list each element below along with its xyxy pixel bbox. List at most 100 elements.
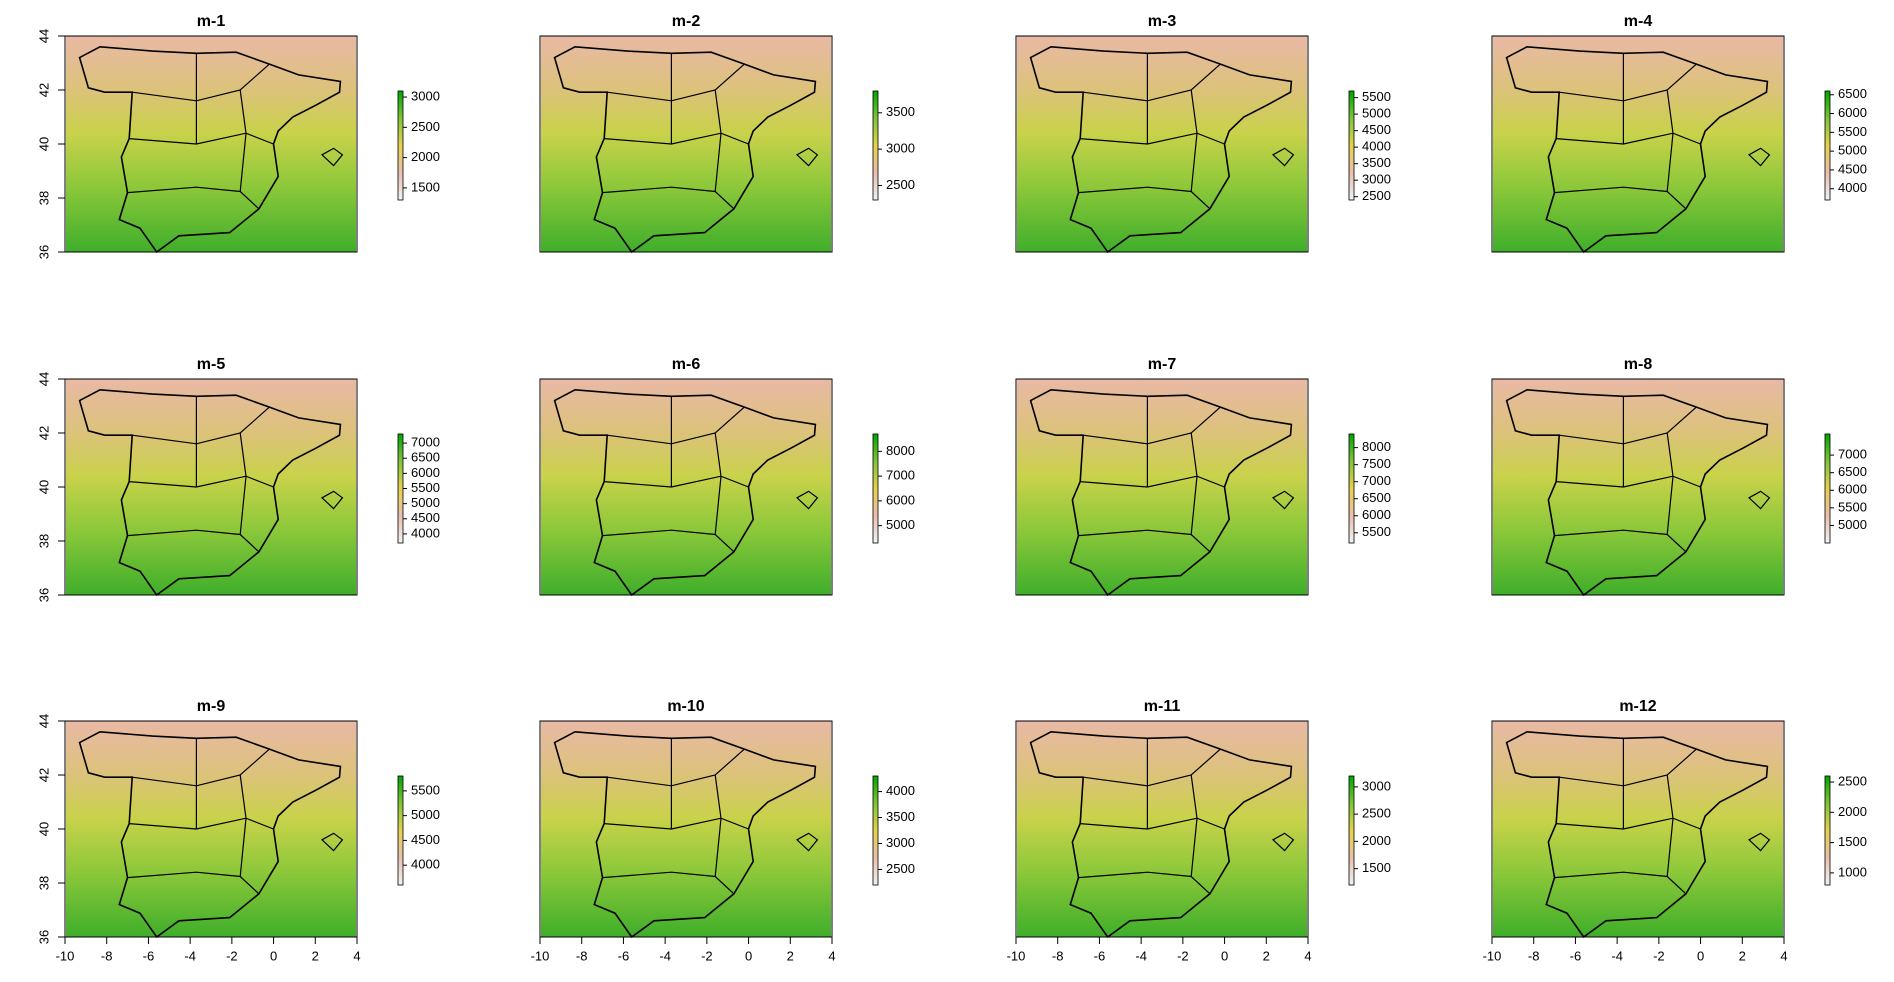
colorbar-tick-label: 6000 <box>411 465 440 480</box>
colorbar-tick-label: 5500 <box>411 480 440 495</box>
raster <box>66 36 356 252</box>
colorbar-tick-label: 5500 <box>1838 499 1867 514</box>
y-tick-label: 38 <box>36 191 51 205</box>
x-tick-label: -2 <box>1177 948 1189 963</box>
colorbar-tick-label: 2000 <box>411 149 440 164</box>
colorbar-tick-label: 1500 <box>411 179 440 194</box>
colorbar-tick-label: 5500 <box>1362 89 1391 104</box>
x-tick-label: 4 <box>828 948 835 963</box>
panel: m-850005500600065007000 <box>1492 356 1867 595</box>
x-tick-label: -6 <box>1094 948 1106 963</box>
panel: m-11-10-8-6-4-20241500200025003000 <box>1007 698 1391 963</box>
colorbar <box>398 776 403 885</box>
panel: m-53638404244400045005000550060006500700… <box>36 356 439 602</box>
colorbar-tick-label: 2500 <box>411 119 440 134</box>
x-tick-label: 2 <box>1739 948 1746 963</box>
panel-title: m-2 <box>672 13 701 30</box>
y-tick-label: 40 <box>36 137 51 151</box>
raster <box>1017 721 1307 937</box>
y-tick-label: 44 <box>36 29 51 43</box>
x-tick-label: -8 <box>101 948 113 963</box>
colorbar-tick-label: 4500 <box>1362 122 1391 137</box>
x-tick-label: -10 <box>1483 948 1502 963</box>
colorbar-tick-label: 7000 <box>1362 473 1391 488</box>
colorbar-tick-label: 7000 <box>411 435 440 450</box>
panel-title: m-12 <box>1619 698 1656 715</box>
x-tick-label: 4 <box>1780 948 1787 963</box>
colorbar-tick-label: 3000 <box>1362 172 1391 187</box>
colorbar-tick-label: 5000 <box>1838 143 1867 158</box>
x-tick-label: -2 <box>226 948 238 963</box>
colorbar-tick-label: 2500 <box>1362 188 1391 203</box>
panel-title: m-10 <box>667 698 704 715</box>
x-tick-label: 4 <box>353 948 360 963</box>
colorbar-tick-label: 6500 <box>1838 464 1867 479</box>
colorbar-tick-label: 6000 <box>1838 482 1867 497</box>
colorbar-tick-label: 6000 <box>1362 507 1391 522</box>
colorbar-tick-label: 3500 <box>886 809 915 824</box>
panel-title: m-11 <box>1144 698 1181 715</box>
y-tick-label: 36 <box>36 245 51 259</box>
raster <box>541 36 831 252</box>
raster <box>66 721 356 937</box>
colorbar-tick-label: 4000 <box>886 783 915 798</box>
panel-title: m-4 <box>1624 13 1653 30</box>
colorbar-tick-label: 1000 <box>1838 864 1867 879</box>
colorbar-tick-label: 1500 <box>1838 834 1867 849</box>
colorbar-tick-label: 4000 <box>411 857 440 872</box>
colorbar-tick-label: 5000 <box>411 807 440 822</box>
colorbar-tick-label: 2500 <box>1838 773 1867 788</box>
colorbar-tick-label: 3000 <box>886 835 915 850</box>
colorbar-tick-label: 2000 <box>1838 804 1867 819</box>
colorbar <box>398 91 403 200</box>
x-tick-label: -4 <box>184 948 196 963</box>
y-tick-label: 40 <box>36 480 51 494</box>
colorbar-tick-label: 8000 <box>1362 439 1391 454</box>
x-tick-label: -4 <box>1135 948 1147 963</box>
colorbar <box>873 434 878 543</box>
colorbar-tick-label: 1500 <box>1362 860 1391 875</box>
panel-title: m-6 <box>672 356 701 373</box>
x-tick-label: -4 <box>1611 948 1623 963</box>
colorbar-tick-label: 4500 <box>411 832 440 847</box>
y-tick-label: 44 <box>36 372 51 386</box>
x-tick-label: -10 <box>1007 948 1026 963</box>
colorbar-tick-label: 6000 <box>886 492 915 507</box>
x-tick-label: 4 <box>1304 948 1311 963</box>
colorbar-tick-label: 5500 <box>1362 524 1391 539</box>
colorbar-tick-label: 4000 <box>1362 139 1391 154</box>
colorbar <box>1349 776 1354 885</box>
raster <box>1493 36 1783 252</box>
colorbar-tick-label: 6000 <box>1838 105 1867 120</box>
y-tick-label: 40 <box>36 822 51 836</box>
panel-title: m-3 <box>1148 13 1177 30</box>
x-tick-label: -2 <box>1653 948 1665 963</box>
panel: m-10-10-8-6-4-20242500300035004000 <box>531 698 915 963</box>
y-tick-label: 36 <box>36 930 51 944</box>
x-tick-label: -10 <box>531 948 550 963</box>
colorbar-tick-label: 3000 <box>886 141 915 156</box>
colorbar-tick-label: 4000 <box>411 525 440 540</box>
x-tick-label: -6 <box>618 948 630 963</box>
raster <box>541 721 831 937</box>
colorbar <box>873 776 878 885</box>
y-tick-label: 42 <box>36 83 51 97</box>
panel: m-2250030003500 <box>540 13 915 252</box>
raster <box>1493 721 1783 937</box>
panel: m-7550060006500700075008000 <box>1016 356 1391 595</box>
colorbar-tick-label: 3000 <box>411 88 440 103</box>
colorbar-tick-label: 5500 <box>1838 124 1867 139</box>
colorbar-tick-label: 3500 <box>1362 155 1391 170</box>
colorbar-tick-label: 4500 <box>1838 161 1867 176</box>
figure: m-136384042441500200025003000m-225003000… <box>0 0 1894 982</box>
colorbar <box>1825 776 1830 885</box>
y-tick-label: 44 <box>36 714 51 728</box>
x-tick-label: 2 <box>1263 948 1270 963</box>
x-tick-label: -4 <box>659 948 671 963</box>
y-tick-label: 42 <box>36 426 51 440</box>
x-tick-label: -10 <box>56 948 75 963</box>
colorbar-tick-label: 2500 <box>1362 806 1391 821</box>
panel-title: m-5 <box>197 356 226 373</box>
